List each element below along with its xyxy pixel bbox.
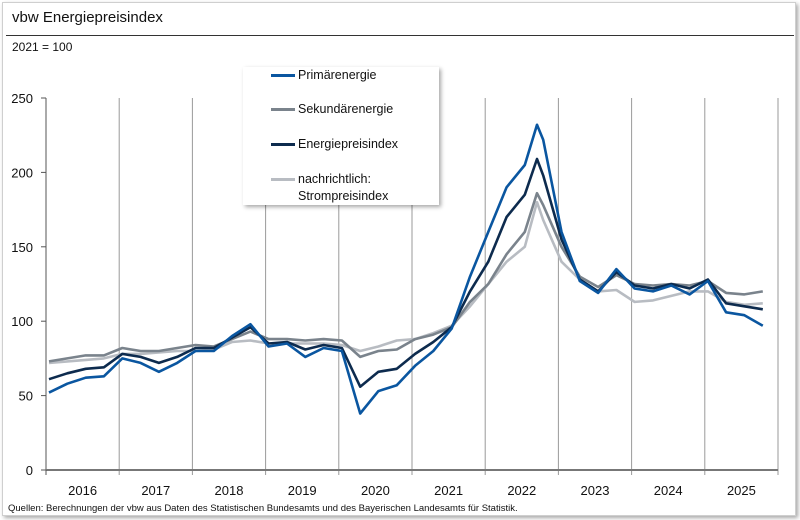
chart-subtitle: 2021 = 100 — [12, 40, 73, 54]
x-tick-label: 2017 — [141, 483, 170, 498]
y-tick-label: 250 — [11, 91, 33, 106]
legend-swatch — [271, 178, 295, 181]
source-note: Quellen: Berechnungen der vbw aus Daten … — [8, 503, 518, 514]
x-tick-label: 2018 — [215, 483, 244, 498]
legend-label-line2: Strompreisindex — [298, 189, 389, 203]
x-tick-label: 2024 — [654, 483, 683, 498]
y-tick-label: 150 — [11, 240, 33, 255]
x-tick-label: 2021 — [434, 483, 463, 498]
x-tick-label: 2020 — [361, 483, 390, 498]
y-tick-label: 200 — [11, 165, 33, 180]
chart-title: vbw Energiepreisindex — [12, 9, 163, 26]
legend-label-line1: nachrichtlich: — [298, 172, 371, 186]
legend-label: Sekundärenergie — [298, 102, 394, 116]
x-tick-label: 2019 — [288, 483, 317, 498]
legend: Primärenergie Sekundärenergie Energiepre… — [243, 67, 439, 205]
legend-swatch — [271, 74, 295, 77]
legend-label: Primärenergie — [298, 68, 377, 82]
legend-label: nachrichtlich: Strompreisindex — [298, 171, 388, 205]
y-tick-label: 0 — [26, 463, 33, 478]
x-tick-label: 2022 — [507, 483, 536, 498]
legend-item-strompreisindex: nachrichtlich: Strompreisindex — [271, 171, 388, 205]
legend-item-primaerenergie: Primärenergie — [271, 67, 377, 84]
y-tick-label: 100 — [11, 314, 33, 329]
series-line-nachrichtlich-strompreisindex — [48, 200, 763, 365]
y-tick-label: 50 — [19, 389, 33, 404]
series-line-sekundärenergie — [48, 191, 764, 363]
x-tick-label: 2016 — [68, 483, 97, 498]
series-line-energiepreisindex — [48, 157, 764, 389]
title-divider — [6, 35, 794, 36]
x-tick-label: 2023 — [581, 483, 610, 498]
legend-swatch — [271, 108, 295, 111]
legend-swatch — [271, 143, 295, 146]
legend-item-sekundaerenergie: Sekundärenergie — [271, 101, 393, 118]
series-line-primärenergie — [48, 123, 764, 415]
legend-label: Energiepreisindex — [298, 137, 399, 151]
legend-item-energiepreisindex: Energiepreisindex — [271, 136, 398, 153]
x-tick-label: 2025 — [727, 483, 756, 498]
